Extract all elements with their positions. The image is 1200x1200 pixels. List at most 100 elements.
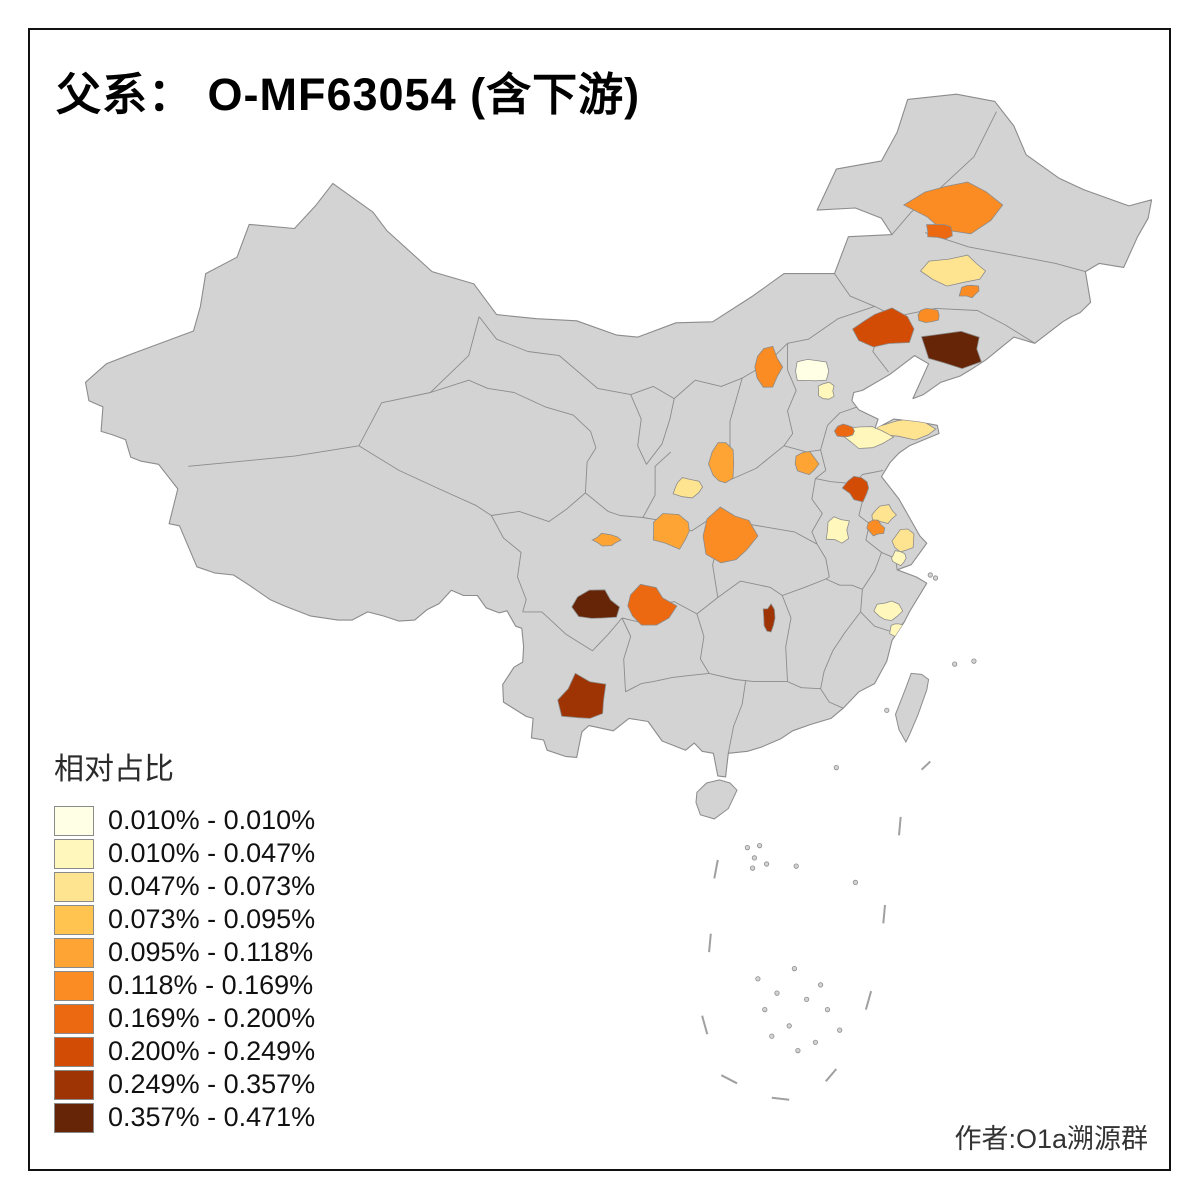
highlighted-prefecture-region [841, 475, 870, 503]
province-boundary [816, 543, 830, 580]
sea-island-dot [884, 707, 890, 713]
province-boundary [625, 672, 710, 693]
highlighted-prefecture-region [852, 307, 915, 348]
legend: 相对占比 0.010% - 0.010% 0.010% - 0.047% 0.047… [54, 744, 315, 1134]
sea-island-dot [952, 661, 958, 667]
sea-island-dot [756, 842, 763, 849]
taiwan-island [894, 672, 930, 744]
hainan-island [695, 779, 738, 820]
province-boundary [860, 552, 882, 612]
province-boundary [696, 613, 710, 674]
province-boundary [522, 611, 623, 652]
sea-boundary-dash [701, 1015, 709, 1035]
sea-island-dot [749, 865, 756, 871]
highlighted-prefecture-region [652, 513, 690, 550]
legend-swatch [54, 1069, 94, 1100]
province-boundary [491, 492, 586, 523]
province-boundary [642, 451, 672, 518]
legend-entries: 0.010% - 0.010% 0.010% - 0.047% 0.047% - 0… [54, 804, 315, 1134]
legend-title: 相对占比 [54, 753, 174, 786]
province-boundary [490, 515, 527, 613]
sea-island-dot [762, 1006, 768, 1013]
sea-island-dot [932, 575, 939, 581]
highlighted-prefecture-region [871, 504, 897, 524]
highlighted-prefecture-region [866, 519, 886, 537]
sea-island-dot [817, 982, 824, 988]
highlighted-prefecture-region [920, 330, 982, 370]
sea-island-dot [833, 764, 839, 771]
figure-title: 父系： O-MF63054 (含下游) [56, 69, 641, 120]
sea-boundary-dash [771, 1096, 790, 1101]
highlighted-prefecture-region [891, 528, 915, 553]
legend-range-label: 0.095% - 0.118% [108, 937, 314, 967]
highlighted-prefecture-region [557, 672, 607, 719]
sea-boundary-dash [720, 1074, 738, 1085]
legend-entry: 0.010% - 0.010% [54, 804, 315, 837]
legend-entry: 0.095% - 0.118% [54, 936, 315, 969]
province-boundary [478, 305, 875, 400]
highlighted-prefecture-region [754, 345, 784, 388]
sea-island-dot [971, 658, 977, 664]
legend-swatch [54, 937, 94, 968]
legend-entry: 0.047% - 0.073% [54, 870, 315, 903]
legend-swatch [54, 805, 94, 836]
highlighted-prefecture-region [762, 603, 776, 633]
sea-island-dot [763, 861, 770, 867]
province-boundary [358, 445, 492, 516]
legend-range-label: 0.357% - 0.471% [108, 1102, 316, 1132]
sea-island-dot [927, 572, 933, 578]
highlighted-prefecture-region [708, 442, 735, 484]
sea-boundary-dash [708, 933, 712, 953]
legend-swatch [54, 904, 94, 935]
legend-range-label: 0.249% - 0.357% [108, 1069, 316, 1099]
sea-island-dot [812, 1039, 819, 1045]
legend-range-label: 0.073% - 0.095% [108, 904, 316, 934]
highlighted-prefecture-region [794, 451, 820, 476]
sea-boundary-dash [713, 859, 719, 879]
province-boundary [783, 406, 858, 453]
legend-entry: 0.200% - 0.249% [54, 1035, 315, 1068]
sea-island-dot [744, 844, 751, 851]
sea-island-dot [795, 1048, 801, 1054]
highlighted-prefecture-region [571, 589, 620, 619]
legend-range-label: 0.010% - 0.010% [108, 805, 316, 835]
sea-island-dot [791, 965, 798, 972]
highlighted-prefecture-region [891, 550, 907, 567]
legend-range-label: 0.169% - 0.200% [108, 1003, 316, 1033]
province-boundary [188, 316, 480, 467]
highlighted-prefecture-region [902, 181, 1004, 235]
sea-island-dot [803, 996, 810, 1002]
legend-swatch [54, 838, 94, 869]
figure-border [28, 28, 1171, 1171]
legend-swatch [54, 871, 94, 902]
sea-boundary-dash [920, 760, 931, 771]
highlighted-prefecture-region [926, 224, 953, 240]
highlighted-prefecture-region [817, 381, 835, 400]
legend-entry: 0.073% - 0.095% [54, 903, 315, 936]
legend-range-label: 0.010% - 0.047% [108, 838, 316, 868]
sea-island-dot [769, 1033, 775, 1039]
legend-entry: 0.010% - 0.047% [54, 837, 315, 870]
highlighted-prefecture-region [795, 358, 830, 382]
highlighted-prefecture-region [825, 516, 850, 544]
sea-island-dot [755, 976, 761, 982]
province-boundary [811, 478, 823, 545]
legend-entry: 0.118% - 0.169% [54, 969, 315, 1002]
sea-island-dot [751, 855, 758, 861]
sea-boundary-dash [898, 816, 902, 836]
province-boundary [814, 449, 884, 485]
province-boundary [924, 232, 1086, 273]
highlighted-prefecture-region [919, 254, 987, 287]
attribution-text: 作者:O1a溯源群 [954, 1124, 1148, 1154]
legend-entry: 0.249% - 0.357% [54, 1068, 315, 1101]
province-boundary [728, 343, 797, 482]
legend-swatch [54, 1102, 94, 1133]
legend-entry: 0.169% - 0.200% [54, 1002, 315, 1035]
sea-boundary-dash [864, 990, 873, 1010]
province-boundary [782, 578, 863, 596]
sea-island-dot [824, 1006, 831, 1013]
highlighted-prefecture-region [833, 423, 855, 438]
highlighted-prefecture-region [702, 506, 759, 564]
